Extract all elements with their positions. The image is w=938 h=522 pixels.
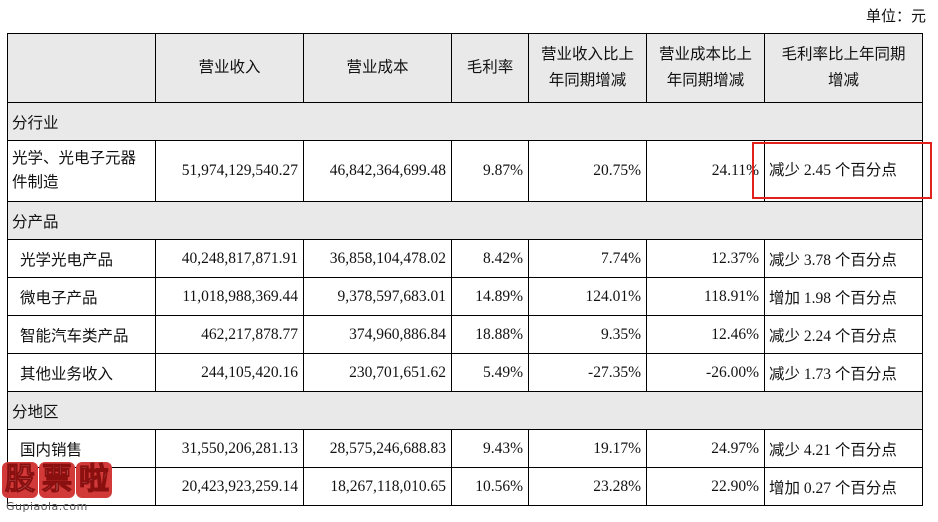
cell-cost-change: 12.37%: [646, 239, 765, 278]
table-header-row: 营业收入 营业成本 毛利率 营业收入比上 年同期增减 营业成本比上 年同期增减 …: [7, 33, 923, 103]
cell-margin-change: 减少 1.73 个百分点: [764, 353, 923, 392]
cell-margin: 5.49%: [451, 353, 529, 392]
cell-revenue-change: 124.01%: [528, 277, 647, 316]
cell-revenue-change: 19.17%: [528, 429, 647, 468]
header-margin-change: 毛利率比上年同期 增减: [764, 33, 923, 103]
row-name: 其他业务收入: [7, 353, 156, 392]
watermark-logo: 股票啦 Gupiaola.com: [2, 462, 120, 520]
header-cost-change: 营业成本比上 年同期增减: [646, 33, 765, 103]
cell-revenue: 31,550,206,281.13: [155, 429, 304, 468]
header-gross-margin: 毛利率: [451, 33, 529, 103]
row-name: 国内销售: [7, 429, 156, 468]
cell-margin: 14.89%: [451, 277, 529, 316]
table-row: 20,423,923,259.14 18,267,118,010.65 10.5…: [7, 467, 923, 506]
cell-cost-change: 24.11%: [646, 140, 765, 202]
section-row-product: 分产品: [7, 201, 923, 240]
cell-margin-change: 减少 2.45 个百分点: [764, 140, 923, 202]
header-cost: 营业成本: [303, 33, 452, 103]
table-row: 国内销售 31,550,206,281.13 28,575,246,688.83…: [7, 429, 923, 468]
cell-cost: 9,378,597,683.01: [303, 277, 452, 316]
cell-margin-change: 减少 4.21 个百分点: [764, 429, 923, 468]
cell-cost: 46,842,364,699.48: [303, 140, 452, 202]
cell-revenue: 40,248,817,871.91: [155, 239, 304, 278]
cell-margin: 10.56%: [451, 467, 529, 506]
cell-cost: 28,575,246,688.83: [303, 429, 452, 468]
cell-margin: 8.42%: [451, 239, 529, 278]
table-row: 智能汽车类产品 462,217,878.77 374,960,886.84 18…: [7, 315, 923, 354]
cell-revenue-change: 9.35%: [528, 315, 647, 354]
cell-cost-change: 22.90%: [646, 467, 765, 506]
section-title: 分产品: [7, 201, 923, 240]
cell-margin-change: 增加 0.27 个百分点: [764, 467, 923, 506]
cell-revenue-change: 20.75%: [528, 140, 647, 202]
cell-margin-change: 减少 3.78 个百分点: [764, 239, 923, 278]
cell-cost-change: 12.46%: [646, 315, 765, 354]
header-category: [7, 33, 156, 103]
cell-margin-change: 增加 1.98 个百分点: [764, 277, 923, 316]
cell-revenue-change: 23.28%: [528, 467, 647, 506]
header-revenue-change-line1: 营业收入比上: [540, 46, 634, 63]
cell-revenue: 11,018,988,369.44: [155, 277, 304, 316]
cell-revenue: 244,105,420.16: [155, 353, 304, 392]
watermark-char: 啦: [76, 462, 112, 498]
section-row-industry: 分行业: [7, 102, 923, 141]
unit-label: 单位：元: [865, 9, 926, 25]
row-name-line1: 光学、光电子元器: [12, 150, 137, 167]
cell-revenue: 462,217,878.77: [155, 315, 304, 354]
watermark-url: Gupiaola.com: [6, 500, 88, 513]
cell-cost-change: 118.91%: [646, 277, 765, 316]
cell-revenue-change: -27.35%: [528, 353, 647, 392]
header-revenue-change-line2: 年同期增减: [548, 72, 627, 89]
section-title: 分行业: [7, 102, 923, 141]
cell-cost: 374,960,886.84: [303, 315, 452, 354]
highlight-box: [752, 142, 932, 199]
cell-revenue-change: 7.74%: [528, 239, 647, 278]
table-row: 微电子产品 11,018,988,369.44 9,378,597,683.01…: [7, 277, 923, 316]
section-row-region: 分地区: [7, 391, 923, 430]
cell-cost: 230,701,651.62: [303, 353, 452, 392]
table-row: 其他业务收入 244,105,420.16 230,701,651.62 5.4…: [7, 353, 923, 392]
header-revenue: 营业收入: [155, 33, 304, 103]
row-name: 智能汽车类产品: [7, 315, 156, 354]
cell-cost-change: 24.97%: [646, 429, 765, 468]
header-margin-change-line1: 毛利率比上年同期: [781, 46, 906, 63]
section-title: 分地区: [7, 391, 923, 430]
cell-cost-change: -26.00%: [646, 353, 765, 392]
row-name: 光学、光电子元器 件制造: [7, 140, 156, 202]
header-margin-change-line2: 增减: [827, 72, 859, 89]
cell-margin: 18.88%: [451, 315, 529, 354]
cell-revenue: 20,423,923,259.14: [155, 467, 304, 506]
watermark-char: 票: [39, 462, 75, 498]
cell-cost: 18,267,118,010.65: [303, 467, 452, 506]
cell-margin: 9.43%: [451, 429, 529, 468]
header-cost-change-line1: 营业成本比上: [658, 46, 752, 63]
table-row: 光学光电产品 40,248,817,871.91 36,858,104,478.…: [7, 239, 923, 278]
cell-margin: 9.87%: [451, 140, 529, 202]
header-cost-change-line2: 年同期增减: [666, 72, 745, 89]
table-row: 光学、光电子元器 件制造 51,974,129,540.27 46,842,36…: [7, 140, 923, 202]
revenue-breakdown-table: 营业收入 营业成本 毛利率 营业收入比上 年同期增减 营业成本比上 年同期增减 …: [7, 33, 923, 506]
financial-table-wrapper: 营业收入 营业成本 毛利率 营业收入比上 年同期增减 营业成本比上 年同期增减 …: [7, 33, 923, 506]
row-name-line2: 件制造: [12, 174, 59, 191]
watermark-char: 股: [2, 462, 38, 498]
cell-cost: 36,858,104,478.02: [303, 239, 452, 278]
header-revenue-change: 营业收入比上 年同期增减: [528, 33, 647, 103]
row-name: 光学光电产品: [7, 239, 156, 278]
cell-margin-change: 减少 2.24 个百分点: [764, 315, 923, 354]
row-name: 微电子产品: [7, 277, 156, 316]
cell-revenue: 51,974,129,540.27: [155, 140, 304, 202]
